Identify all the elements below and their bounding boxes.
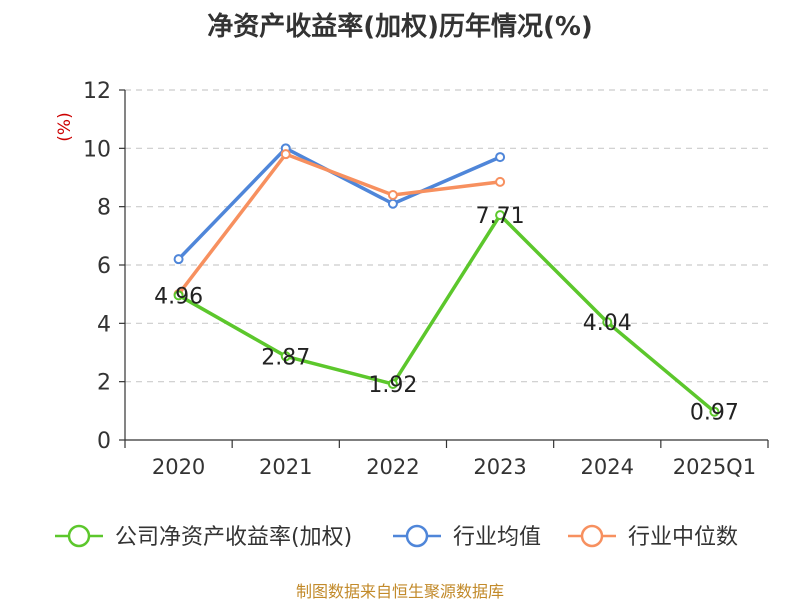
y-tick-label: 2 [97,371,111,396]
data-point [495,152,506,163]
y-tick-label: 8 [97,196,111,221]
data-point [173,290,184,301]
series-line [177,146,501,261]
series-line [177,213,716,414]
x-tick-label: 2024 [581,455,634,479]
legend-label: 公司净资产收益率(加权) [115,525,352,550]
chart-title: 净资产收益率(加权)历年情况(%) [207,12,593,42]
data-point [280,351,291,362]
data-point [387,379,398,389]
legend-marker [580,524,604,548]
x-tick-label: 2021 [259,455,312,479]
source-note: 制图数据来自恒生聚源数据库 [295,582,504,601]
x-tick-label: 2020 [152,455,205,479]
y-tick-label: 0 [97,429,111,454]
series-line [177,152,501,296]
legend-label: 行业中位数 [628,525,738,550]
x-tick-label: 2023 [473,455,526,479]
x-tick-label: 2022 [366,455,419,479]
data-point [387,190,398,200]
y-tick-label: 10 [83,137,111,162]
y-tick-label: 6 [97,254,111,279]
legend-marker [405,524,429,548]
data-label: 0.97 [690,401,739,426]
data-label: 1.92 [368,373,417,398]
data-point [495,210,506,221]
data-label: 4.04 [583,311,632,336]
data-point [280,149,291,160]
data-label: 4.96 [154,284,203,309]
data-point [602,317,613,328]
legend-marker [67,524,91,548]
y-tick-label: 12 [83,79,111,104]
y-axis-label: (%) [55,112,75,141]
data-point [495,176,506,187]
data-label: 7.71 [476,204,525,229]
data-point [173,254,184,265]
data-label: 2.87 [261,345,310,370]
legend-label: 行业均值 [453,525,541,550]
data-point [387,198,398,209]
x-tick-label: 2025Q1 [673,455,756,479]
data-point [709,406,720,417]
y-tick-label: 4 [97,312,111,337]
